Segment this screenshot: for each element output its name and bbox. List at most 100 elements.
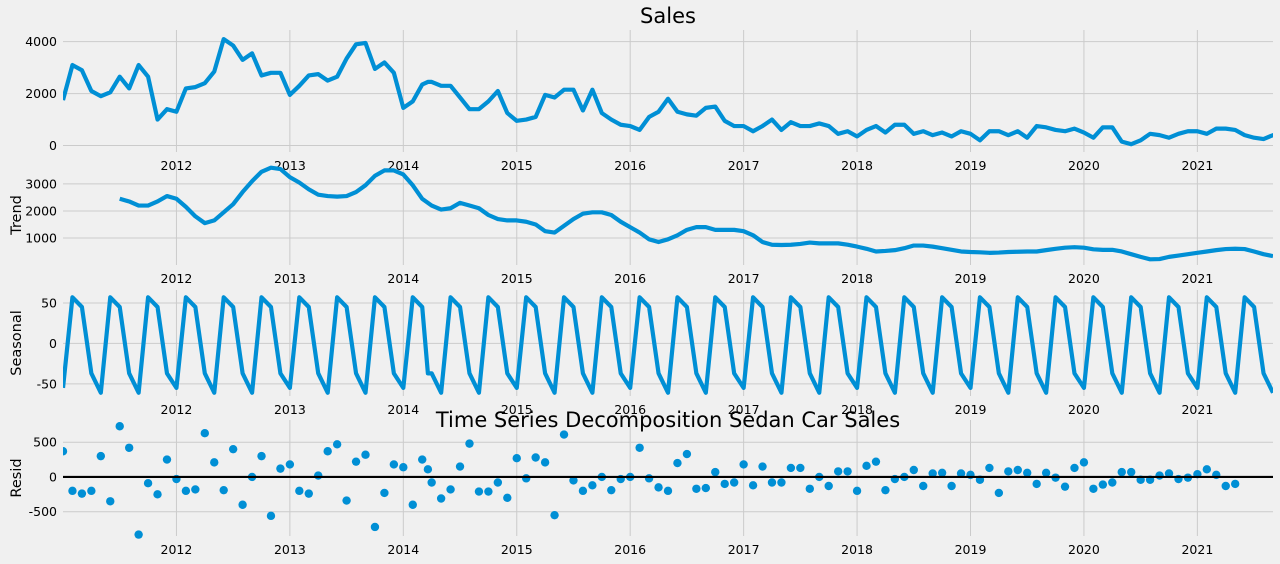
resid-point (928, 469, 937, 478)
resid-point (436, 494, 446, 503)
resid-point (1230, 479, 1240, 489)
trend-series-line (119, 165, 1273, 262)
resid-point (871, 457, 881, 466)
resid-point (162, 455, 172, 464)
resid-point (711, 467, 720, 477)
resid-point (115, 422, 124, 431)
resid-point (380, 488, 389, 498)
resid-point (663, 486, 673, 496)
resid-point (1164, 469, 1174, 478)
resid-point (96, 451, 106, 461)
resid-point (777, 478, 786, 487)
resid-xtick-label: 2014 (387, 542, 419, 557)
observed-panel: 2012 2013 2014 2015 2016 2017 2018 2019 2020 2021… (25, 30, 1273, 173)
trend-xtick-label: 2016 (614, 271, 646, 286)
resid-panel: 2012 2013 2014 2015 2016 2017 2018 2019 2020 2021… (9, 420, 1273, 557)
resid-point (843, 467, 852, 476)
resid-point (569, 476, 578, 485)
resid-point (644, 474, 654, 483)
seasonal-xtick-label: 2020 (1068, 402, 1100, 417)
resid-point (994, 488, 1004, 498)
observed-ytick-label: 2000 (25, 86, 57, 101)
resid-point (805, 484, 814, 493)
resid-point (484, 487, 493, 496)
resid-point (758, 462, 767, 471)
resid-point (200, 429, 209, 438)
resid-point (1004, 467, 1013, 476)
trend-xtick-label: 2015 (501, 271, 533, 286)
resid-point (87, 486, 96, 496)
observed-plot-area (63, 36, 1273, 147)
resid-point (304, 489, 313, 498)
trend-xtick-label: 2012 (161, 271, 193, 286)
seasonal-xtick-label: 2019 (955, 402, 987, 417)
resid-point (342, 496, 351, 505)
resid-point (1127, 467, 1136, 477)
resid-point (748, 481, 758, 490)
seasonal-panel: 2012 2013 2014 2015 2016 2017 2018 2019 2020 2021… (9, 290, 1273, 417)
resid-point (181, 486, 191, 496)
resid-point (106, 497, 115, 506)
resid-point (720, 479, 729, 489)
resid-point (635, 443, 644, 452)
resid-point (503, 493, 512, 502)
resid-point (191, 485, 200, 494)
resid-xtick-label: 2016 (614, 542, 646, 557)
resid-point (210, 458, 219, 467)
seasonal-xtick-label: 2017 (728, 402, 760, 417)
seasonal-xtick-label: 2014 (387, 402, 419, 417)
resid-point (399, 463, 408, 472)
resid-point (276, 464, 285, 473)
resid-point (824, 481, 833, 491)
resid-point (512, 454, 521, 463)
resid-point (852, 486, 862, 496)
seasonal-series-line (63, 295, 1273, 395)
resid-point (1070, 463, 1079, 473)
resid-ytick-label: -500 (29, 504, 57, 519)
resid-point (351, 457, 361, 466)
resid-point (143, 479, 153, 488)
resid-point (423, 465, 433, 474)
resid-point (134, 530, 143, 539)
trend-xtick-label: 2014 (387, 271, 419, 286)
trend-xtick-label: 2020 (1068, 271, 1100, 286)
resid-point (427, 478, 436, 487)
trend-ylabel: Trend (9, 195, 25, 236)
resid-point (1013, 465, 1022, 475)
seasonal-xtick-label: 2021 (1181, 402, 1213, 417)
resid-point (455, 462, 465, 471)
trend-panel: 2012 2013 2014 2015 2016 2017 2018 2019 2020 2021… (9, 165, 1273, 286)
resid-point (1041, 468, 1051, 477)
observed-ytick-label: 4000 (25, 34, 57, 49)
resid-point (682, 449, 692, 459)
resid-xtick-label: 2020 (1068, 542, 1100, 557)
trend-xtick-label: 2013 (274, 271, 306, 286)
resid-point (522, 474, 531, 483)
resid-xtick-label: 2017 (728, 542, 760, 557)
resid-point (323, 447, 332, 456)
resid-point (588, 481, 597, 490)
seasonal-xtick-label: 2015 (501, 402, 533, 417)
resid-point (692, 484, 701, 493)
resid-point (1089, 484, 1098, 493)
resid-point (919, 481, 928, 491)
resid-point (446, 485, 455, 494)
seasonal-xtick-label: 2016 (614, 402, 646, 417)
resid-point (739, 460, 748, 469)
resid-plot-area (63, 422, 1240, 539)
resid-xtick-label: 2015 (501, 542, 533, 557)
resid-xtick-label: 2013 (274, 542, 306, 557)
resid-point (985, 463, 994, 473)
resid-point (862, 461, 871, 471)
resid-point (124, 443, 134, 452)
resid-point (947, 481, 956, 491)
resid-ylabel: Resid (9, 458, 25, 497)
resid-point (1117, 467, 1126, 477)
resid-point (673, 458, 682, 468)
resid-point (370, 522, 380, 532)
resid-point (937, 468, 947, 477)
resid-point (767, 478, 777, 487)
resid-point (63, 447, 68, 456)
resid-point (257, 451, 266, 461)
